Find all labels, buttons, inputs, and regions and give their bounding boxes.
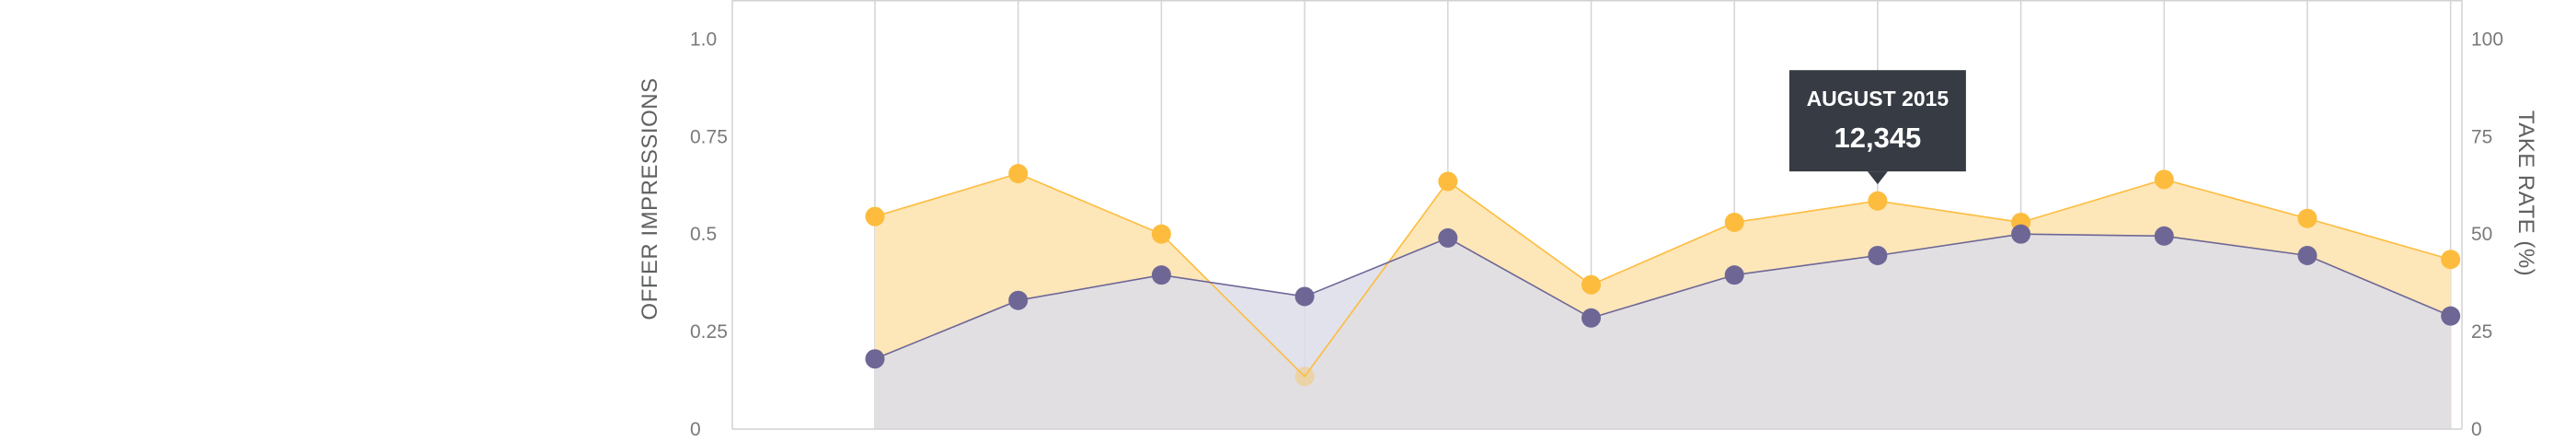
series-2-point[interactable] — [1294, 286, 1315, 307]
axes: 0 0.25 0.5 0.75 1.0 0 25 50 75 100 — [690, 0, 2503, 440]
series-2-point[interactable] — [1438, 227, 1458, 248]
tooltip-title: AUGUST 2015 — [1807, 87, 1949, 110]
area-fills — [875, 173, 2451, 429]
series-2-point[interactable] — [865, 349, 885, 369]
series-lines — [874, 172, 2452, 378]
series-2-point[interactable] — [1581, 308, 1601, 328]
left-tick-label: 1.0 — [690, 29, 717, 50]
left-tick-label: 0.5 — [690, 224, 717, 245]
right-tick-label: 0 — [2471, 419, 2482, 440]
series-1-point[interactable] — [1581, 274, 1601, 295]
series-2-point[interactable] — [1868, 245, 1888, 265]
series-1-point[interactable] — [1724, 212, 1744, 232]
series-1-line — [874, 172, 2451, 378]
right-tick-label: 75 — [2471, 126, 2492, 147]
right-axis-title: TAKE RATE (%) — [2513, 110, 2538, 276]
series-2-point[interactable] — [1151, 265, 1171, 285]
series-1-point[interactable] — [1151, 224, 1171, 244]
series-2-point[interactable] — [2011, 224, 2031, 244]
series-2-area — [875, 234, 2451, 429]
series-1-point[interactable] — [2441, 250, 2461, 270]
series-2-point[interactable] — [2154, 226, 2174, 246]
series-2-line — [874, 233, 2452, 360]
data-points[interactable] — [865, 164, 2461, 387]
tooltip-box — [1788, 70, 1966, 172]
series-1-point[interactable] — [2297, 208, 2317, 228]
left-tick-label: 0.75 — [690, 126, 728, 147]
tooltip-value: 12,345 — [1834, 122, 1921, 154]
series-2-point[interactable] — [2441, 306, 2461, 326]
series-1-point[interactable] — [1008, 164, 1029, 184]
series-2-point[interactable] — [1008, 290, 1029, 310]
data-point-tooltip: AUGUST 2015 12,345 — [1788, 70, 1966, 185]
series-1-point[interactable] — [865, 206, 885, 227]
series-1-point[interactable] — [1294, 366, 1315, 387]
series-2-point[interactable] — [2297, 245, 2317, 265]
series-1-point[interactable] — [1438, 171, 1458, 192]
left-axis-title: OFFER IMPRESSIONS — [638, 77, 662, 320]
left-tick-label: 0 — [690, 419, 701, 440]
tooltip-pointer — [1867, 171, 1888, 185]
right-tick-label: 50 — [2471, 224, 2492, 245]
right-tick-label: 100 — [2471, 29, 2503, 50]
series-2-point[interactable] — [1724, 265, 1744, 285]
right-tick-label: 25 — [2471, 321, 2492, 343]
left-tick-label: 0.25 — [690, 321, 728, 343]
series-1-point[interactable] — [1868, 191, 1888, 211]
series-1-point[interactable] — [2154, 169, 2174, 190]
